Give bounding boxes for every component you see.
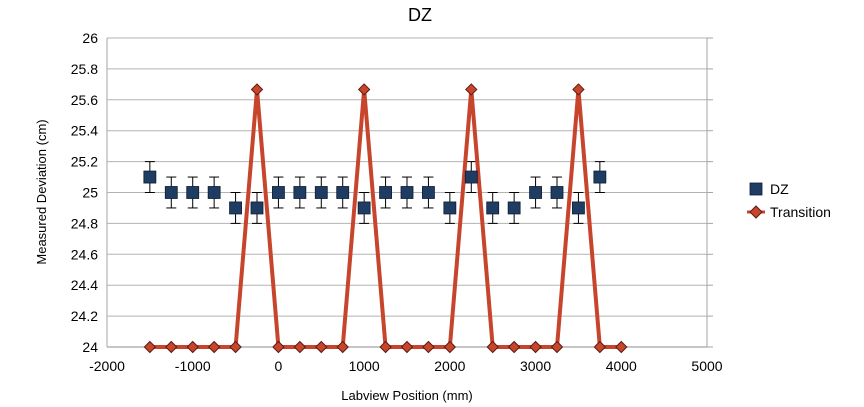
grid-lines <box>107 37 713 348</box>
transition-point <box>143 340 157 354</box>
dz-point <box>207 186 221 199</box>
y-tick-labels: 24 24.2 24.4 24.6 24.8 25 25.2 25.4 25.6 25.8 26 <box>71 30 98 355</box>
dz-point <box>336 186 350 199</box>
x-tick-label: 4000 <box>606 358 637 374</box>
x-tick-label: 3000 <box>520 358 551 374</box>
y-tick-label: 25 <box>82 185 98 201</box>
y-tick-label: 26 <box>82 30 98 46</box>
dz-point <box>464 170 478 184</box>
x-axis-title: Labview Position (mm) <box>341 388 473 403</box>
y-tick-label: 24 <box>82 339 98 355</box>
y-tick-label: 25.6 <box>71 92 98 108</box>
y-tick-label: 25.8 <box>71 61 98 77</box>
transition-point <box>422 340 435 354</box>
dz-point <box>186 186 200 199</box>
transition-point <box>443 340 457 354</box>
x-tick-label: 0 <box>275 358 283 374</box>
x-tick-labels: -2000 -1000 0 1000 2000 3000 4000 5000 <box>89 358 723 374</box>
legend: DZ Transition <box>747 181 831 220</box>
transition-point <box>529 340 542 354</box>
dz-point <box>272 186 285 199</box>
transition-point <box>379 340 392 354</box>
dz-point <box>293 186 307 199</box>
legend-label-dz: DZ <box>770 181 789 197</box>
x-tick-label: -2000 <box>89 358 125 374</box>
transition-point <box>400 340 414 354</box>
transition-point <box>207 340 221 354</box>
dz-point <box>400 186 414 199</box>
dz-point <box>593 170 607 184</box>
legend-marker-transition <box>749 205 763 219</box>
transition-series <box>143 83 628 354</box>
transition-point <box>507 340 521 354</box>
dz-point <box>422 186 435 199</box>
transition-point <box>229 340 242 354</box>
dz-point <box>250 201 264 215</box>
dz-point <box>507 201 521 215</box>
y-tick-label: 24.4 <box>71 277 98 293</box>
transition-point <box>465 83 478 96</box>
transition-point <box>550 340 564 354</box>
axes <box>106 38 708 347</box>
y-tick-label: 25.4 <box>71 123 98 139</box>
dz-point <box>529 186 542 199</box>
x-tick-label: 1000 <box>349 358 380 374</box>
y-axis-title: Measured Deviation (cm) <box>34 119 49 264</box>
dz-point <box>314 186 328 199</box>
dz-point <box>443 201 457 215</box>
y-tick-label: 24.8 <box>71 215 98 231</box>
dz-point <box>357 201 371 215</box>
transition-point <box>357 83 371 96</box>
dz-point <box>379 186 392 199</box>
x-tick-label: 5000 <box>691 358 722 374</box>
legend-marker-dz <box>749 182 763 196</box>
transition-point <box>593 340 607 354</box>
chart-title: DZ <box>408 5 432 25</box>
transition-point <box>165 340 178 354</box>
dz-point <box>164 186 178 199</box>
legend-label-transition: Transition <box>770 204 831 220</box>
dz-point <box>572 201 585 215</box>
transition-point <box>293 340 307 354</box>
x-tick-label: 2000 <box>434 358 465 374</box>
transition-line <box>149 89 622 349</box>
y-tick-label: 25.2 <box>71 154 98 170</box>
transition-point <box>186 340 199 354</box>
transition-point <box>272 340 285 354</box>
transition-point <box>486 340 499 354</box>
dz-point <box>143 170 157 184</box>
y-tick-label: 24.2 <box>71 308 98 324</box>
transition-point <box>315 340 328 354</box>
dz-point <box>486 201 500 215</box>
y-tick-label: 24.6 <box>71 246 98 262</box>
x-tick-label: -1000 <box>175 358 211 374</box>
transition-point <box>250 83 264 96</box>
transition-point <box>336 340 349 354</box>
transition-point <box>572 83 585 96</box>
dz-series <box>143 170 607 215</box>
dz-point <box>229 201 242 215</box>
transition-point <box>615 340 628 354</box>
dz-point <box>550 186 564 199</box>
